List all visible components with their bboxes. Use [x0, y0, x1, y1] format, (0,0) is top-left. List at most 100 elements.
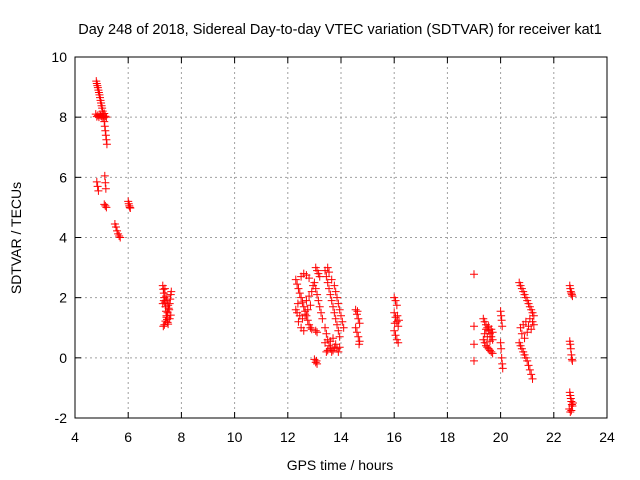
data-point — [566, 407, 575, 416]
data-point — [498, 322, 507, 331]
data-point — [392, 317, 401, 326]
data-point — [298, 298, 307, 307]
x-tick-label: 22 — [546, 429, 562, 445]
data-point — [488, 349, 497, 358]
data-point — [390, 326, 399, 335]
data-point — [483, 332, 492, 341]
data-point — [391, 296, 400, 305]
data-point — [159, 322, 168, 331]
data-point — [337, 311, 345, 320]
data-point — [335, 305, 344, 314]
data-point — [325, 284, 334, 293]
data-point — [335, 332, 344, 341]
data-point — [295, 289, 304, 298]
data-point — [100, 117, 109, 126]
data-point — [291, 275, 300, 284]
data-point — [331, 314, 340, 323]
data-point — [115, 231, 124, 240]
data-point — [567, 355, 576, 364]
data-point — [566, 344, 575, 353]
data-point — [167, 287, 176, 296]
data-point — [160, 284, 169, 293]
data-point — [497, 311, 506, 320]
data-point — [294, 317, 303, 326]
data-point — [161, 292, 170, 301]
data-point — [102, 135, 111, 144]
data-point — [294, 284, 303, 293]
data-point — [334, 299, 343, 308]
data-point — [293, 280, 302, 289]
data-point — [305, 274, 314, 283]
data-point — [313, 328, 322, 337]
data-point — [567, 406, 576, 415]
x-tick-label: 16 — [386, 429, 402, 445]
data-point — [470, 322, 478, 331]
data-point — [92, 79, 101, 88]
data-point — [485, 337, 494, 346]
data-point — [496, 338, 505, 347]
data-point — [166, 311, 175, 320]
data-point — [93, 182, 102, 191]
y-tick-label: 2 — [59, 290, 67, 306]
data-point — [488, 328, 497, 337]
data-point — [301, 310, 310, 319]
data-point — [321, 338, 330, 347]
data-point — [523, 356, 532, 365]
data-point — [567, 290, 576, 299]
data-point — [93, 81, 102, 90]
data-point — [339, 323, 348, 332]
data-point — [318, 314, 327, 323]
data-point — [101, 126, 110, 135]
data-point — [102, 140, 111, 149]
y-tick-label: 4 — [59, 230, 67, 246]
data-point — [125, 203, 134, 212]
data-point — [111, 222, 120, 231]
data-point — [306, 323, 315, 332]
data-point — [160, 320, 169, 329]
x-tick-label: 4 — [71, 429, 79, 445]
data-point — [393, 311, 402, 320]
data-point — [517, 329, 526, 338]
data-point — [293, 299, 302, 308]
data-point — [166, 295, 175, 304]
data-point — [321, 323, 330, 332]
data-point — [524, 361, 533, 370]
x-tick-label: 10 — [227, 429, 243, 445]
data-point — [354, 314, 363, 323]
data-point — [291, 305, 300, 314]
data-point — [331, 287, 340, 296]
data-point — [497, 316, 506, 325]
data-point — [325, 268, 334, 277]
data-point — [327, 296, 336, 305]
chart-title: Day 248 of 2018, Sidereal Day-to-day VTE… — [78, 22, 602, 38]
data-point — [567, 350, 576, 359]
data-point — [394, 316, 403, 325]
data-point — [126, 204, 135, 213]
data-point — [525, 365, 534, 374]
data-point — [470, 356, 478, 365]
x-axis-label: GPS time / hours — [287, 457, 394, 473]
data-point — [497, 344, 506, 353]
data-point — [327, 275, 336, 284]
data-point — [165, 305, 174, 314]
data-point — [351, 323, 360, 332]
data-point — [101, 201, 110, 210]
data-point — [333, 320, 342, 329]
data-point — [307, 325, 316, 334]
data-point — [527, 370, 536, 379]
data-point — [101, 112, 110, 121]
data-point — [470, 270, 478, 279]
data-point — [568, 398, 577, 407]
data-point — [334, 347, 343, 356]
data-point — [315, 302, 324, 311]
data-point — [322, 347, 331, 356]
data-point — [314, 296, 323, 305]
data-point — [322, 272, 331, 281]
data-point — [302, 296, 311, 305]
data-point — [323, 346, 332, 355]
x-tick-label: 20 — [493, 429, 509, 445]
data-point — [470, 340, 478, 349]
data-point — [306, 301, 315, 310]
y-tick-label: 0 — [59, 350, 67, 366]
data-point — [102, 113, 111, 122]
